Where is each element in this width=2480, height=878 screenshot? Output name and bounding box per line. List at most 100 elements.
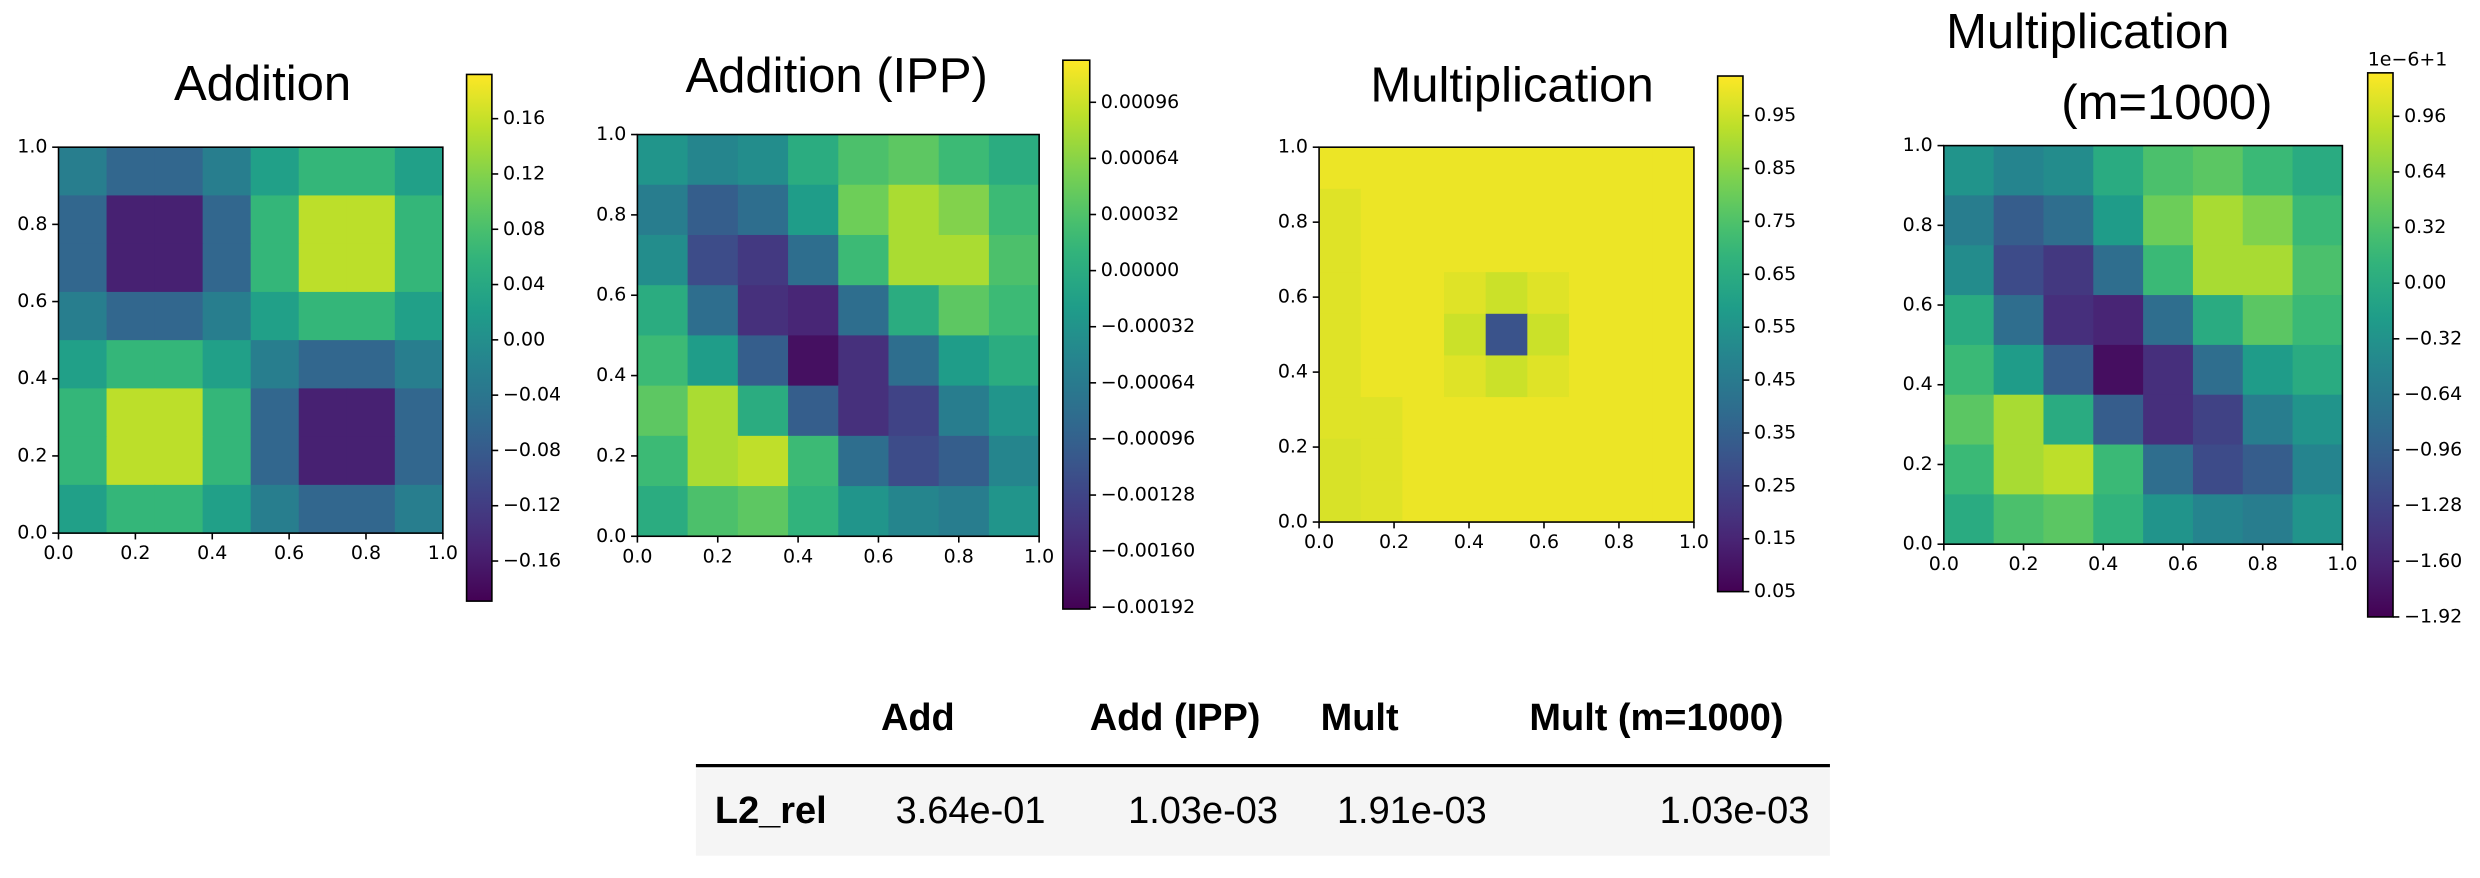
heatmap-cell bbox=[737, 486, 789, 537]
heatmap-cell bbox=[637, 285, 689, 337]
colorbar-tick-label: 0.75 bbox=[1754, 210, 1796, 232]
heatmap-cell bbox=[2192, 245, 2244, 296]
x-tick-label: 0.6 bbox=[2168, 553, 2198, 575]
y-tick-label: 0.8 bbox=[1278, 211, 1308, 233]
heatmap-cell bbox=[637, 486, 689, 537]
heatmap-cell bbox=[298, 243, 348, 293]
colorbar bbox=[1716, 75, 1744, 593]
heatmap-cell bbox=[394, 243, 444, 293]
x-tick-label: 0.0 bbox=[1304, 531, 1334, 553]
colorbar-tick-label: −0.32 bbox=[2404, 327, 2462, 349]
heatmap-cell bbox=[838, 486, 890, 537]
colorbar-tick-label: 0.00 bbox=[503, 328, 545, 350]
table-header: Mult bbox=[1321, 697, 1399, 739]
colorbar-tick-label: 0.00064 bbox=[1101, 147, 1179, 169]
plot-frame bbox=[1318, 146, 1695, 523]
colorbar bbox=[465, 73, 493, 602]
heatmap-cell bbox=[1360, 438, 1404, 482]
heatmap-cell bbox=[2242, 295, 2294, 346]
heatmap-cell bbox=[2242, 494, 2294, 545]
colorbar-tick-label: −0.00128 bbox=[1101, 484, 1195, 506]
heatmap-cell bbox=[2242, 145, 2294, 197]
heatmap-cell bbox=[1568, 188, 1612, 232]
colorbar-tick-label: 0.55 bbox=[1754, 316, 1796, 338]
y-tick-label: 1.0 bbox=[1903, 134, 1933, 156]
y-tick-label: 0.4 bbox=[596, 364, 626, 386]
heatmap-cell bbox=[637, 134, 689, 186]
heatmap-cell bbox=[154, 340, 204, 390]
heatmap-cell bbox=[1568, 147, 1612, 190]
x-tick-label: 0.2 bbox=[1379, 531, 1409, 553]
chart-title: Multiplication bbox=[1946, 5, 2229, 59]
heatmap-cell bbox=[106, 436, 156, 486]
heatmap-cell bbox=[154, 484, 204, 534]
heatmap-cell bbox=[2043, 444, 2094, 495]
heatmap-cell bbox=[988, 134, 1040, 186]
heatmap-cell bbox=[250, 243, 300, 293]
heatmap-cell bbox=[2143, 145, 2194, 197]
heatmap-cell bbox=[687, 435, 739, 487]
heatmap-cell bbox=[202, 388, 252, 438]
heatmap-cell bbox=[988, 234, 1040, 286]
colorbar-tick-label: 0.45 bbox=[1754, 369, 1796, 391]
heatmap-cell bbox=[1360, 188, 1404, 232]
heatmap-cell bbox=[2292, 444, 2344, 495]
y-tick-label: 0.6 bbox=[17, 290, 47, 312]
colorbar-tick-label: 0.96 bbox=[2404, 105, 2446, 127]
heatmap-cell bbox=[346, 195, 396, 245]
heatmap-cell bbox=[838, 184, 890, 236]
heatmap-cell bbox=[1319, 438, 1362, 482]
y-tick-label: 1.0 bbox=[17, 136, 47, 158]
heatmap-cell bbox=[106, 195, 156, 245]
heatmap-cell bbox=[1652, 313, 1695, 357]
heatmap-cell bbox=[788, 234, 839, 286]
heatmap-cell bbox=[737, 385, 789, 437]
x-tick-label: 1.0 bbox=[1024, 545, 1054, 567]
heatmap-cell bbox=[1943, 195, 1995, 246]
heatmap-cell bbox=[1402, 438, 1445, 482]
chart-title: Addition bbox=[174, 57, 351, 111]
heatmap-cell bbox=[2043, 344, 2094, 396]
table-header: Add (IPP) bbox=[1090, 697, 1261, 739]
x-tick-label: 0.8 bbox=[351, 542, 381, 564]
heatmap-cell bbox=[2192, 195, 2244, 246]
heatmap-cell bbox=[1444, 272, 1487, 315]
colorbar bbox=[1062, 59, 1091, 610]
x-tick-label: 0.4 bbox=[2088, 553, 2118, 575]
heatmap-cell bbox=[988, 486, 1040, 537]
heatmap-cell bbox=[1319, 147, 1362, 190]
heatmap-cell bbox=[1402, 230, 1445, 273]
heatmap-cell bbox=[1527, 188, 1570, 232]
heatmap-cell bbox=[838, 435, 890, 487]
heatmap-cell bbox=[1610, 438, 1653, 482]
heatmap-cell bbox=[1943, 444, 1995, 495]
heatmap-cell bbox=[1319, 313, 1362, 357]
y-tick-label: 1.0 bbox=[596, 123, 626, 145]
heatmap-cell bbox=[2043, 494, 2094, 545]
heatmap-cell bbox=[1360, 397, 1404, 440]
colorbar-tick-label: −0.64 bbox=[2404, 383, 2462, 405]
heatmap-cell bbox=[298, 195, 348, 245]
heatmap-cell bbox=[788, 385, 839, 437]
heatmap-cell bbox=[1402, 272, 1445, 315]
heatmap-cell bbox=[2143, 295, 2194, 346]
heatmap-cell bbox=[1993, 344, 2045, 396]
heatmap-cell bbox=[1652, 272, 1695, 315]
x-tick-label: 0.0 bbox=[622, 545, 652, 567]
heatmap-cell bbox=[346, 436, 396, 486]
colorbar-tick-label: 0.12 bbox=[503, 162, 545, 184]
heatmap-cell bbox=[2292, 295, 2344, 346]
heatmap-cell bbox=[394, 147, 444, 197]
heatmap-cell bbox=[2093, 195, 2144, 246]
table-header: Mult (m=1000) bbox=[1529, 697, 1783, 739]
heatmap-cell bbox=[637, 335, 689, 387]
heatmap-cell bbox=[1319, 272, 1362, 315]
heatmap-cell bbox=[1444, 230, 1487, 273]
colorbar-tick-label: −0.00032 bbox=[1101, 315, 1195, 337]
plot-frame bbox=[1943, 144, 2344, 545]
heatmap-cell bbox=[1568, 438, 1612, 482]
heatmap-cell bbox=[1610, 147, 1653, 190]
heatmap-cell bbox=[1610, 272, 1653, 315]
x-tick-label: 0.6 bbox=[863, 545, 893, 567]
heatmap-cell bbox=[2143, 195, 2194, 246]
